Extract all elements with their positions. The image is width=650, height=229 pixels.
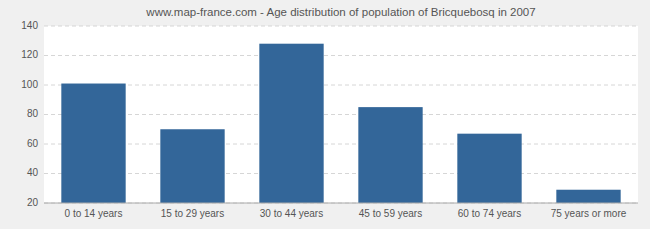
grid-line bbox=[44, 114, 638, 115]
x-tick-label: 0 to 14 years bbox=[65, 208, 123, 219]
x-tick-label: 15 to 29 years bbox=[161, 208, 224, 219]
grid-line bbox=[44, 203, 638, 204]
x-tick-label: 30 to 44 years bbox=[260, 208, 323, 219]
y-tick-label: 100 bbox=[21, 79, 38, 90]
bar bbox=[160, 129, 224, 203]
y-tick-label: 40 bbox=[27, 167, 39, 178]
grid-line bbox=[44, 26, 638, 27]
bar bbox=[61, 84, 125, 203]
bar bbox=[556, 190, 620, 203]
plot-background bbox=[44, 26, 638, 203]
x-axis-line bbox=[44, 203, 638, 204]
y-tick-label: 140 bbox=[21, 20, 38, 31]
chart-container: 20 40 60 80 100 120 140 0 to 14 years 15 to 29 y… bbox=[0, 0, 650, 229]
bar bbox=[358, 107, 422, 203]
y-tick-label: 80 bbox=[27, 108, 39, 119]
x-tick-label: 45 to 59 years bbox=[359, 208, 422, 219]
grid-line bbox=[44, 173, 638, 174]
bar bbox=[259, 44, 323, 203]
x-tick-label: 75 years or more bbox=[551, 208, 627, 219]
y-tick-label: 120 bbox=[21, 49, 38, 60]
y-tick-label: 60 bbox=[27, 138, 39, 149]
bars bbox=[61, 44, 620, 203]
y-tick-label: 20 bbox=[27, 197, 39, 208]
grid-line bbox=[44, 144, 638, 145]
title: www.map-france.com - Age distribution of… bbox=[145, 6, 535, 18]
chart: 20 40 60 80 100 120 140 0 to 14 years 15 to 29 y… bbox=[0, 0, 650, 229]
grid bbox=[44, 26, 638, 203]
grid-line bbox=[44, 55, 638, 56]
grid-line bbox=[44, 85, 638, 86]
bar bbox=[457, 134, 521, 203]
x-tick-label: 60 to 74 years bbox=[458, 208, 521, 219]
